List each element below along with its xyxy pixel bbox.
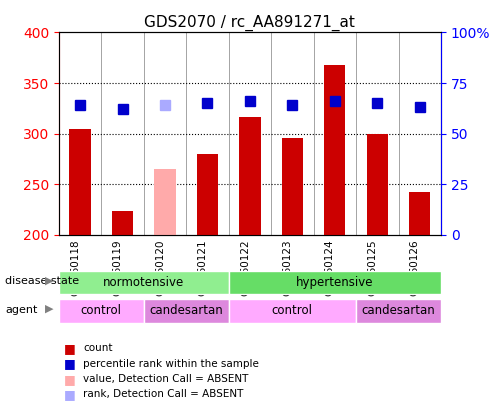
Text: ▶: ▶ (45, 304, 53, 314)
FancyBboxPatch shape (59, 271, 229, 294)
FancyBboxPatch shape (144, 299, 229, 323)
Bar (154, 169, 175, 235)
FancyBboxPatch shape (229, 299, 356, 323)
Bar (239, 117, 261, 235)
Title: GDS2070 / rc_AA891271_at: GDS2070 / rc_AA891271_at (145, 15, 355, 31)
FancyBboxPatch shape (59, 299, 144, 323)
Text: percentile rank within the sample: percentile rank within the sample (83, 359, 259, 369)
Bar (367, 134, 388, 235)
Text: control: control (272, 304, 313, 318)
Text: candesartan: candesartan (362, 304, 436, 318)
Text: agent: agent (5, 305, 37, 315)
Text: ▶: ▶ (45, 276, 53, 286)
FancyBboxPatch shape (229, 271, 441, 294)
Bar (409, 192, 430, 235)
Text: value, Detection Call = ABSENT: value, Detection Call = ABSENT (83, 374, 248, 384)
Text: ■: ■ (64, 388, 75, 401)
Bar (112, 211, 133, 235)
Text: ■: ■ (64, 373, 75, 386)
Text: disease state: disease state (5, 277, 79, 286)
Text: control: control (81, 304, 122, 318)
Text: ■: ■ (64, 342, 75, 355)
Bar (324, 65, 345, 235)
Text: hypertensive: hypertensive (296, 276, 373, 289)
Text: normotensive: normotensive (103, 276, 184, 289)
Bar (282, 138, 303, 235)
Bar (197, 154, 218, 235)
Text: count: count (83, 343, 113, 353)
Text: candesartan: candesartan (149, 304, 223, 318)
FancyBboxPatch shape (356, 299, 441, 323)
Text: rank, Detection Call = ABSENT: rank, Detection Call = ABSENT (83, 390, 244, 399)
Text: ■: ■ (64, 357, 75, 370)
Bar (70, 129, 91, 235)
